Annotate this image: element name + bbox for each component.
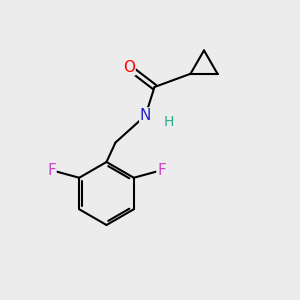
Text: F: F [157, 163, 166, 178]
Text: F: F [47, 163, 56, 178]
Text: N: N [140, 108, 151, 123]
Text: H: H [164, 115, 174, 128]
Text: O: O [123, 60, 135, 75]
